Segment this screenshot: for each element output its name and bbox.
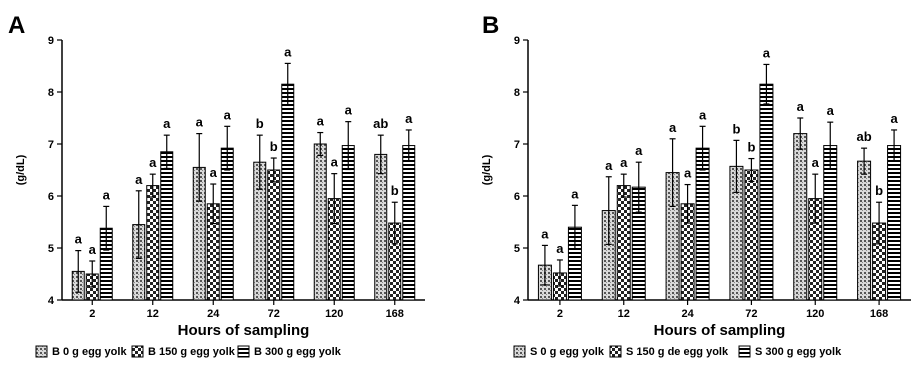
y-axis-label: (g/dL) — [15, 154, 27, 185]
x-tick-label: 72 — [745, 308, 757, 320]
x-tick-label: 120 — [325, 308, 343, 320]
bar — [695, 147, 710, 301]
significance-label: b — [732, 121, 740, 136]
significance-label: b — [747, 140, 755, 155]
legend-entry: S 150 g de egg yolk — [626, 346, 729, 358]
significance-label: a — [196, 115, 204, 130]
significance-label: a — [812, 155, 820, 170]
legend-swatch — [513, 345, 526, 358]
significance-label: a — [103, 187, 111, 202]
bar — [744, 169, 759, 301]
legend-swatch — [35, 345, 48, 358]
y-tick-label: 9 — [514, 35, 520, 47]
legend-entry: B 0 g egg yolk — [52, 346, 127, 358]
y-tick-label: 6 — [514, 191, 520, 203]
bar — [857, 160, 872, 301]
y-tick-label: 5 — [48, 243, 54, 255]
panel-label: B — [482, 12, 499, 39]
bar — [281, 83, 295, 301]
significance-label: ab — [373, 116, 388, 131]
bar — [402, 145, 416, 301]
x-tick-label: 24 — [681, 308, 694, 320]
significance-label: a — [890, 111, 898, 126]
significance-label: a — [345, 103, 353, 118]
significance-label: a — [541, 226, 549, 241]
significance-label: ab — [856, 129, 871, 144]
legend-entry: S 0 g egg yolk — [530, 346, 605, 358]
significance-label: b — [875, 183, 883, 198]
legend-entry: S 300 g egg yolk — [755, 346, 842, 358]
legend-entry: B 300 g egg yolk — [254, 346, 342, 358]
significance-label: a — [331, 155, 339, 170]
significance-label: a — [797, 99, 805, 114]
significance-label: a — [135, 172, 143, 187]
significance-label: a — [210, 165, 218, 180]
significance-label: a — [827, 103, 835, 118]
bar — [759, 83, 774, 301]
significance-label: a — [684, 166, 692, 181]
y-tick-label: 4 — [48, 295, 55, 307]
bar — [374, 153, 388, 301]
significance-label: a — [620, 155, 628, 170]
bar — [793, 133, 808, 301]
x-axis-label: Hours of sampling — [178, 322, 310, 339]
legend-swatch — [237, 345, 250, 358]
bar — [146, 185, 160, 301]
x-tick-label: 168 — [870, 308, 888, 320]
significance-label: a — [89, 242, 97, 257]
y-tick-label: 5 — [514, 243, 520, 255]
legend-swatch — [609, 345, 622, 358]
bar — [160, 151, 174, 301]
y-tick-label: 7 — [514, 139, 520, 151]
legend-swatch — [131, 345, 144, 358]
panel-label: A — [8, 12, 25, 39]
y-tick-label: 8 — [48, 87, 54, 99]
x-tick-label: 12 — [147, 308, 159, 320]
significance-label: b — [270, 139, 278, 154]
significance-label: a — [556, 241, 564, 256]
x-tick-label: 72 — [268, 308, 280, 320]
significance-label: b — [391, 183, 399, 198]
y-tick-label: 7 — [48, 139, 54, 151]
legend-entry: B 150 g egg yolk — [148, 346, 236, 358]
x-tick-label: 2 — [89, 308, 95, 320]
panel-a: A456789(g/dL)2aaa12aaa24aaa72bba120aaa16… — [8, 12, 425, 358]
x-tick-label: 12 — [618, 308, 630, 320]
significance-label: a — [635, 143, 643, 158]
y-tick-label: 8 — [514, 87, 520, 99]
significance-label: a — [317, 114, 325, 129]
significance-label: a — [163, 116, 171, 131]
significance-label: a — [224, 107, 232, 122]
legend-swatch — [738, 345, 751, 358]
x-tick-label: 2 — [557, 308, 563, 320]
x-tick-label: 24 — [207, 308, 220, 320]
significance-label: a — [75, 232, 83, 247]
significance-label: a — [605, 158, 613, 173]
x-axis-label: Hours of sampling — [654, 322, 786, 339]
y-tick-label: 9 — [48, 35, 54, 47]
significance-label: a — [699, 107, 707, 122]
x-tick-label: 120 — [806, 308, 824, 320]
bar — [313, 143, 327, 301]
bar — [220, 147, 234, 301]
significance-label: a — [149, 155, 157, 170]
significance-label: b — [256, 116, 264, 131]
bar — [887, 145, 902, 301]
bar — [267, 169, 281, 301]
x-tick-label: 168 — [386, 308, 404, 320]
significance-label: a — [763, 45, 771, 60]
bar — [616, 185, 631, 301]
y-tick-label: 6 — [48, 191, 54, 203]
y-axis-label: (g/dL) — [481, 154, 493, 185]
significance-label: a — [405, 111, 413, 126]
y-tick-label: 4 — [514, 295, 521, 307]
significance-label: a — [669, 120, 677, 135]
significance-label: a — [284, 44, 292, 59]
significance-label: a — [571, 186, 579, 201]
